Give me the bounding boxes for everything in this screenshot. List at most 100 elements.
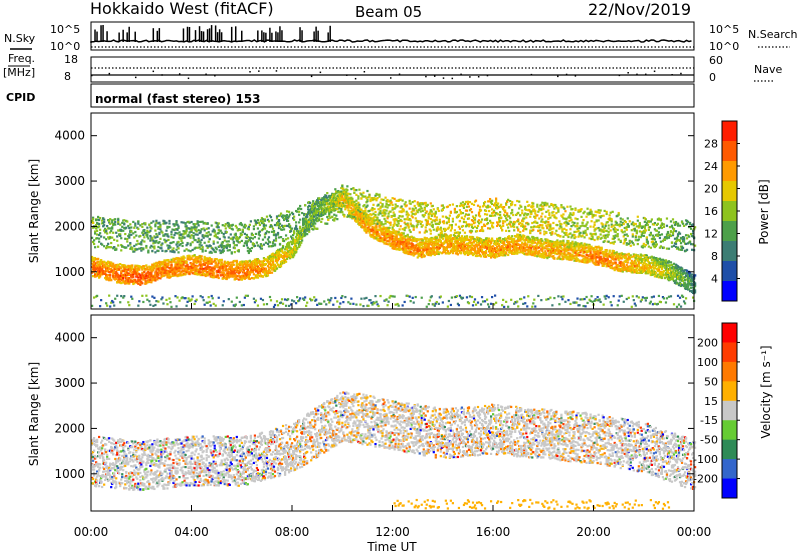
- echo-cell: [298, 213, 301, 216]
- freq-tick-bottom: 8: [64, 70, 71, 83]
- echo-cell: [256, 276, 260, 279]
- echo-cell: [167, 235, 170, 238]
- echo-cell: [211, 247, 214, 250]
- echo-cell: [265, 230, 269, 233]
- echo-cell: [109, 236, 112, 239]
- echo-cell: [234, 237, 237, 240]
- echo-cell: [98, 263, 101, 266]
- echo-cell: [326, 222, 329, 225]
- freq-dot: [477, 75, 480, 78]
- echo-cell: [192, 261, 195, 264]
- echo-cell: [128, 226, 131, 230]
- echo-cell: [200, 238, 203, 241]
- echo-cell: [435, 237, 438, 240]
- echo-cell: [258, 260, 262, 263]
- echo-cell: [222, 275, 225, 278]
- echo-cell: [188, 227, 191, 230]
- freq-dot: [680, 72, 682, 75]
- echo-cell: [114, 297, 117, 300]
- echo-cell: [99, 232, 102, 235]
- echo-cell: [316, 303, 319, 306]
- echo-cell: [210, 224, 213, 227]
- echo-cell: [217, 231, 220, 235]
- echo-cell: [310, 225, 313, 228]
- echo-cell: [195, 226, 198, 229]
- echo-cell: [228, 226, 231, 229]
- beam-label: Beam 05: [355, 3, 422, 21]
- echo-cell: [199, 241, 202, 244]
- echo-cell: [405, 245, 408, 248]
- echo-cell: [261, 275, 265, 278]
- echo-cell: [227, 222, 230, 225]
- echo-cell: [266, 238, 270, 241]
- echo-cell: [420, 207, 423, 210]
- echo-cell: [228, 243, 231, 247]
- echo-cell: [404, 223, 407, 226]
- echo-cell: [99, 228, 102, 231]
- echo-cell: [134, 230, 137, 234]
- echo-cell: [185, 225, 188, 228]
- echo-cell: [377, 304, 380, 308]
- echo-cell: [424, 226, 427, 229]
- echo-cell: [229, 261, 232, 264]
- freq-panel: Freq. [MHz] 18 8 60 0 Nave: [3, 52, 782, 84]
- echo-cell: [120, 229, 123, 233]
- echo-cell: [409, 219, 412, 222]
- echo-cell: [139, 283, 142, 286]
- echo-cell: [128, 277, 131, 280]
- echo-cell: [274, 258, 278, 262]
- echo-cell: [142, 233, 145, 237]
- echo-cell: [446, 305, 449, 308]
- echo-cell: [416, 250, 419, 253]
- echo-cell: [449, 210, 452, 213]
- echo-cell: [449, 237, 452, 240]
- echo-cell: [258, 223, 262, 227]
- echo-cell: [453, 231, 457, 235]
- freq-dot: [565, 73, 568, 76]
- echo-cell: [122, 275, 125, 278]
- echo-cell: [147, 275, 150, 279]
- echo-cell: [412, 301, 415, 304]
- echo-cell: [149, 229, 152, 232]
- echo-cell: [216, 274, 219, 277]
- echo-cell: [192, 231, 195, 235]
- echo-cell: [394, 230, 397, 233]
- echo-cell: [446, 250, 449, 253]
- echo-cell: [390, 215, 393, 219]
- echo-cell: [366, 198, 369, 202]
- echo-cell: [123, 269, 126, 273]
- echo-cell: [157, 249, 160, 253]
- echo-cell: [398, 210, 401, 213]
- echo-cell: [393, 214, 396, 218]
- echo-cell: [266, 242, 270, 245]
- freq-dot: [460, 73, 462, 76]
- echo-cell: [246, 268, 249, 271]
- echo-cell: [439, 226, 442, 229]
- echo-cell: [284, 216, 288, 219]
- echo-cell: [107, 264, 110, 268]
- echo-cell: [238, 223, 241, 226]
- echo-cell: [126, 220, 129, 223]
- echo-cell: [418, 208, 421, 211]
- echo-cell: [247, 225, 250, 228]
- echo-cell: [157, 276, 160, 280]
- echo-cell: [286, 298, 290, 301]
- echo-cell: [411, 216, 414, 219]
- echo-cell: [382, 223, 385, 226]
- nsky-panel: N.Sky 10^5 10^0 10^5 10^0 N.Search: [4, 21, 798, 53]
- echo-cell: [212, 268, 215, 272]
- echo-cell: [299, 218, 302, 221]
- echo-cell: [266, 260, 270, 263]
- echo-cell: [110, 279, 113, 282]
- nave-tick-top: 60: [709, 54, 723, 67]
- echo-cell: [132, 273, 135, 276]
- echo-cell: [396, 205, 399, 208]
- echo-cell: [429, 202, 432, 205]
- echo-cell: [376, 222, 379, 225]
- echo-cell: [160, 243, 163, 246]
- echo-cell: [175, 305, 178, 308]
- echo-cell: [155, 300, 158, 303]
- echo-cell: [191, 272, 194, 275]
- echo-cell: [284, 260, 288, 263]
- echo-cell: [430, 295, 433, 298]
